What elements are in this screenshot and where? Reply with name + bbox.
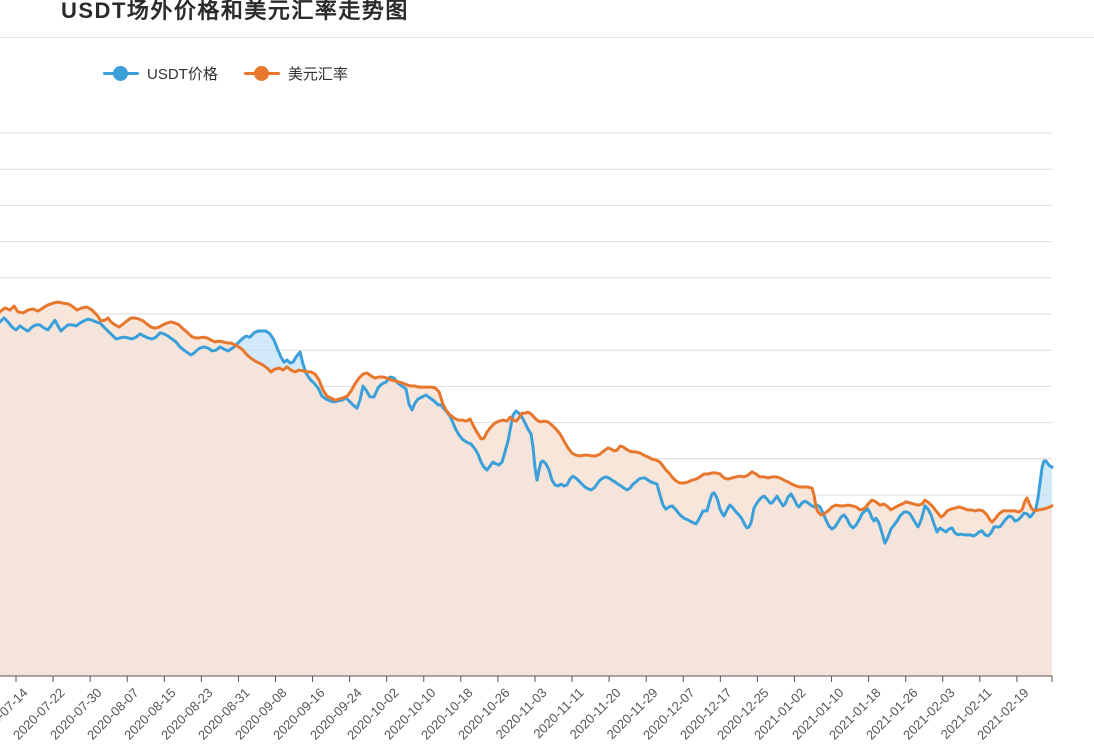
usdt-price-line [0,316,1054,545]
legend-item-usd-rate[interactable]: 美元汇率 [243,63,348,84]
header-divider [0,37,1094,38]
usd-rate-area [0,302,1052,676]
x-axis [0,675,1053,682]
usdt-series-marker-icon [103,66,139,82]
usd-rate-line [0,300,1054,524]
chart-legend: USDT价格 美元汇率 [103,63,348,84]
usd-rate-series-marker-icon [243,66,280,82]
legend-dot-icon [113,66,128,81]
chart-title: USDT场外价格和美元汇率走势图 [61,0,409,23]
legend-label-usdt: USDT价格 [147,66,218,83]
legend-item-usdt[interactable]: USDT价格 [103,63,218,84]
legend-label-usd-rate: 美元汇率 [287,66,348,83]
legend-dot-icon [253,66,269,81]
series-areas [0,302,1052,676]
